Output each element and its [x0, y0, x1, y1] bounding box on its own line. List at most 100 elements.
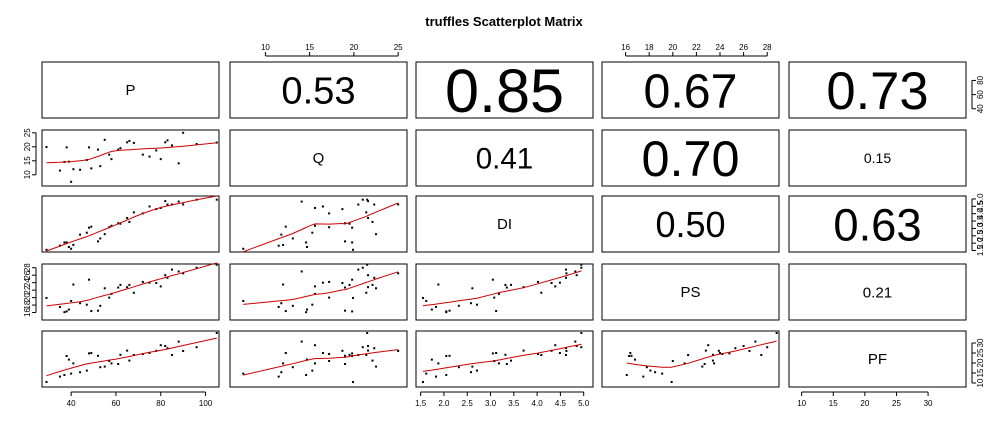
smooth-line: [243, 202, 399, 253]
scatter-point: [351, 226, 354, 229]
scatter-point: [554, 344, 557, 347]
scatter-point: [766, 346, 769, 349]
scatter-point: [110, 158, 113, 161]
scatter-point: [642, 375, 645, 378]
scatter-point: [630, 354, 633, 357]
scatter-point: [282, 283, 285, 286]
tick-label: 25: [394, 43, 403, 52]
panel-PS-PF: 0.21: [788, 263, 967, 321]
scatter-point: [63, 374, 66, 376]
scatter-point: [88, 146, 91, 149]
panel-frame: [41, 61, 220, 119]
scatter-point: [242, 372, 245, 375]
scatter-point: [280, 302, 283, 305]
scatter-point: [328, 360, 331, 362]
scatter-point: [58, 169, 61, 172]
scatter-point: [277, 244, 280, 247]
scatter-point: [242, 247, 245, 250]
scatter-point: [495, 310, 498, 313]
scatter-point: [128, 359, 131, 362]
tick-label: 40: [67, 399, 76, 408]
scatter-point: [88, 226, 91, 229]
scatter-point: [344, 309, 347, 312]
panel-frame: [601, 263, 780, 321]
chart-title: truffles Scatterplot Matrix: [425, 14, 583, 29]
panel-PF-PS: [601, 330, 780, 388]
scatter-point: [70, 299, 73, 302]
variable-label-DI: DI: [497, 216, 512, 233]
scatter-point: [291, 304, 294, 307]
tick-label: 40: [976, 104, 985, 113]
scatter-point: [70, 180, 73, 183]
variable-label-Q: Q: [313, 150, 325, 167]
panel-PF-P: [41, 330, 220, 388]
smooth-line: [46, 337, 217, 377]
scatter-point: [79, 302, 82, 305]
scatter-point: [45, 248, 48, 251]
scatter-point: [348, 283, 351, 286]
scatter-point: [469, 302, 472, 305]
scatter-point: [775, 332, 778, 334]
tick-label: 15: [829, 399, 838, 408]
panel-Q-PF: 0.15: [788, 129, 967, 187]
scatter-point: [108, 360, 111, 362]
tick-label: 30: [976, 338, 985, 347]
scatter-point: [195, 143, 198, 145]
scatter-point: [397, 272, 400, 275]
scatter-point: [182, 203, 185, 206]
scatter-point: [85, 231, 88, 234]
scatter-point: [305, 241, 308, 244]
scatter-point: [366, 263, 369, 266]
scatter-point: [85, 303, 88, 306]
scatter-point: [367, 274, 370, 277]
scatter-point: [45, 296, 48, 299]
scatter-point: [128, 220, 131, 223]
scatter-point: [313, 206, 316, 209]
tick-label: 16: [23, 308, 32, 317]
scatter-point: [430, 308, 433, 311]
correlation-value-P-PS: 0.67: [644, 64, 738, 118]
scatter-point: [195, 266, 198, 269]
smooth-line: [46, 195, 217, 252]
scatter-point: [313, 292, 316, 295]
scatter-point: [311, 303, 314, 306]
scatter-point: [564, 268, 567, 271]
scatter-point: [445, 355, 448, 357]
panel-Q-P: [41, 129, 220, 187]
scatter-point: [671, 360, 674, 362]
scatter-point: [352, 248, 355, 251]
correlation-value-P-PF: 0.73: [826, 62, 928, 121]
scatter-point: [182, 350, 185, 352]
tick-label: 2.5: [462, 399, 474, 408]
scatter-point: [375, 233, 378, 236]
tick-label: 25: [976, 348, 985, 357]
scatter-point: [119, 147, 122, 150]
scatter-point: [711, 353, 714, 356]
scatter-point: [522, 349, 525, 352]
panel-frame: [601, 330, 780, 388]
scatter-point: [717, 349, 720, 352]
scatter-point: [351, 241, 354, 244]
scatter-point: [164, 274, 167, 277]
scatter-point: [103, 365, 106, 368]
tick-label: 60: [976, 90, 985, 99]
scatter-point: [629, 352, 632, 354]
scatter-point: [373, 203, 376, 206]
scatter-point: [645, 366, 648, 369]
smooth-line: [626, 340, 777, 368]
scatter-point: [649, 369, 652, 372]
scatter-point: [90, 310, 93, 313]
scatter-point: [375, 287, 378, 290]
scatter-point: [90, 167, 93, 170]
scatter-point: [351, 310, 354, 313]
scatter-point: [628, 355, 631, 357]
tick-label: 3.5: [508, 399, 520, 408]
scatter-point: [305, 308, 308, 311]
scatter-point: [148, 352, 151, 354]
panel-DI-Q: [229, 195, 408, 253]
panel-PS-DI: [415, 263, 594, 321]
scatter-point: [437, 362, 440, 365]
panel-frame: [229, 195, 408, 253]
scatter-point: [328, 212, 331, 215]
scatter-point: [550, 282, 553, 285]
